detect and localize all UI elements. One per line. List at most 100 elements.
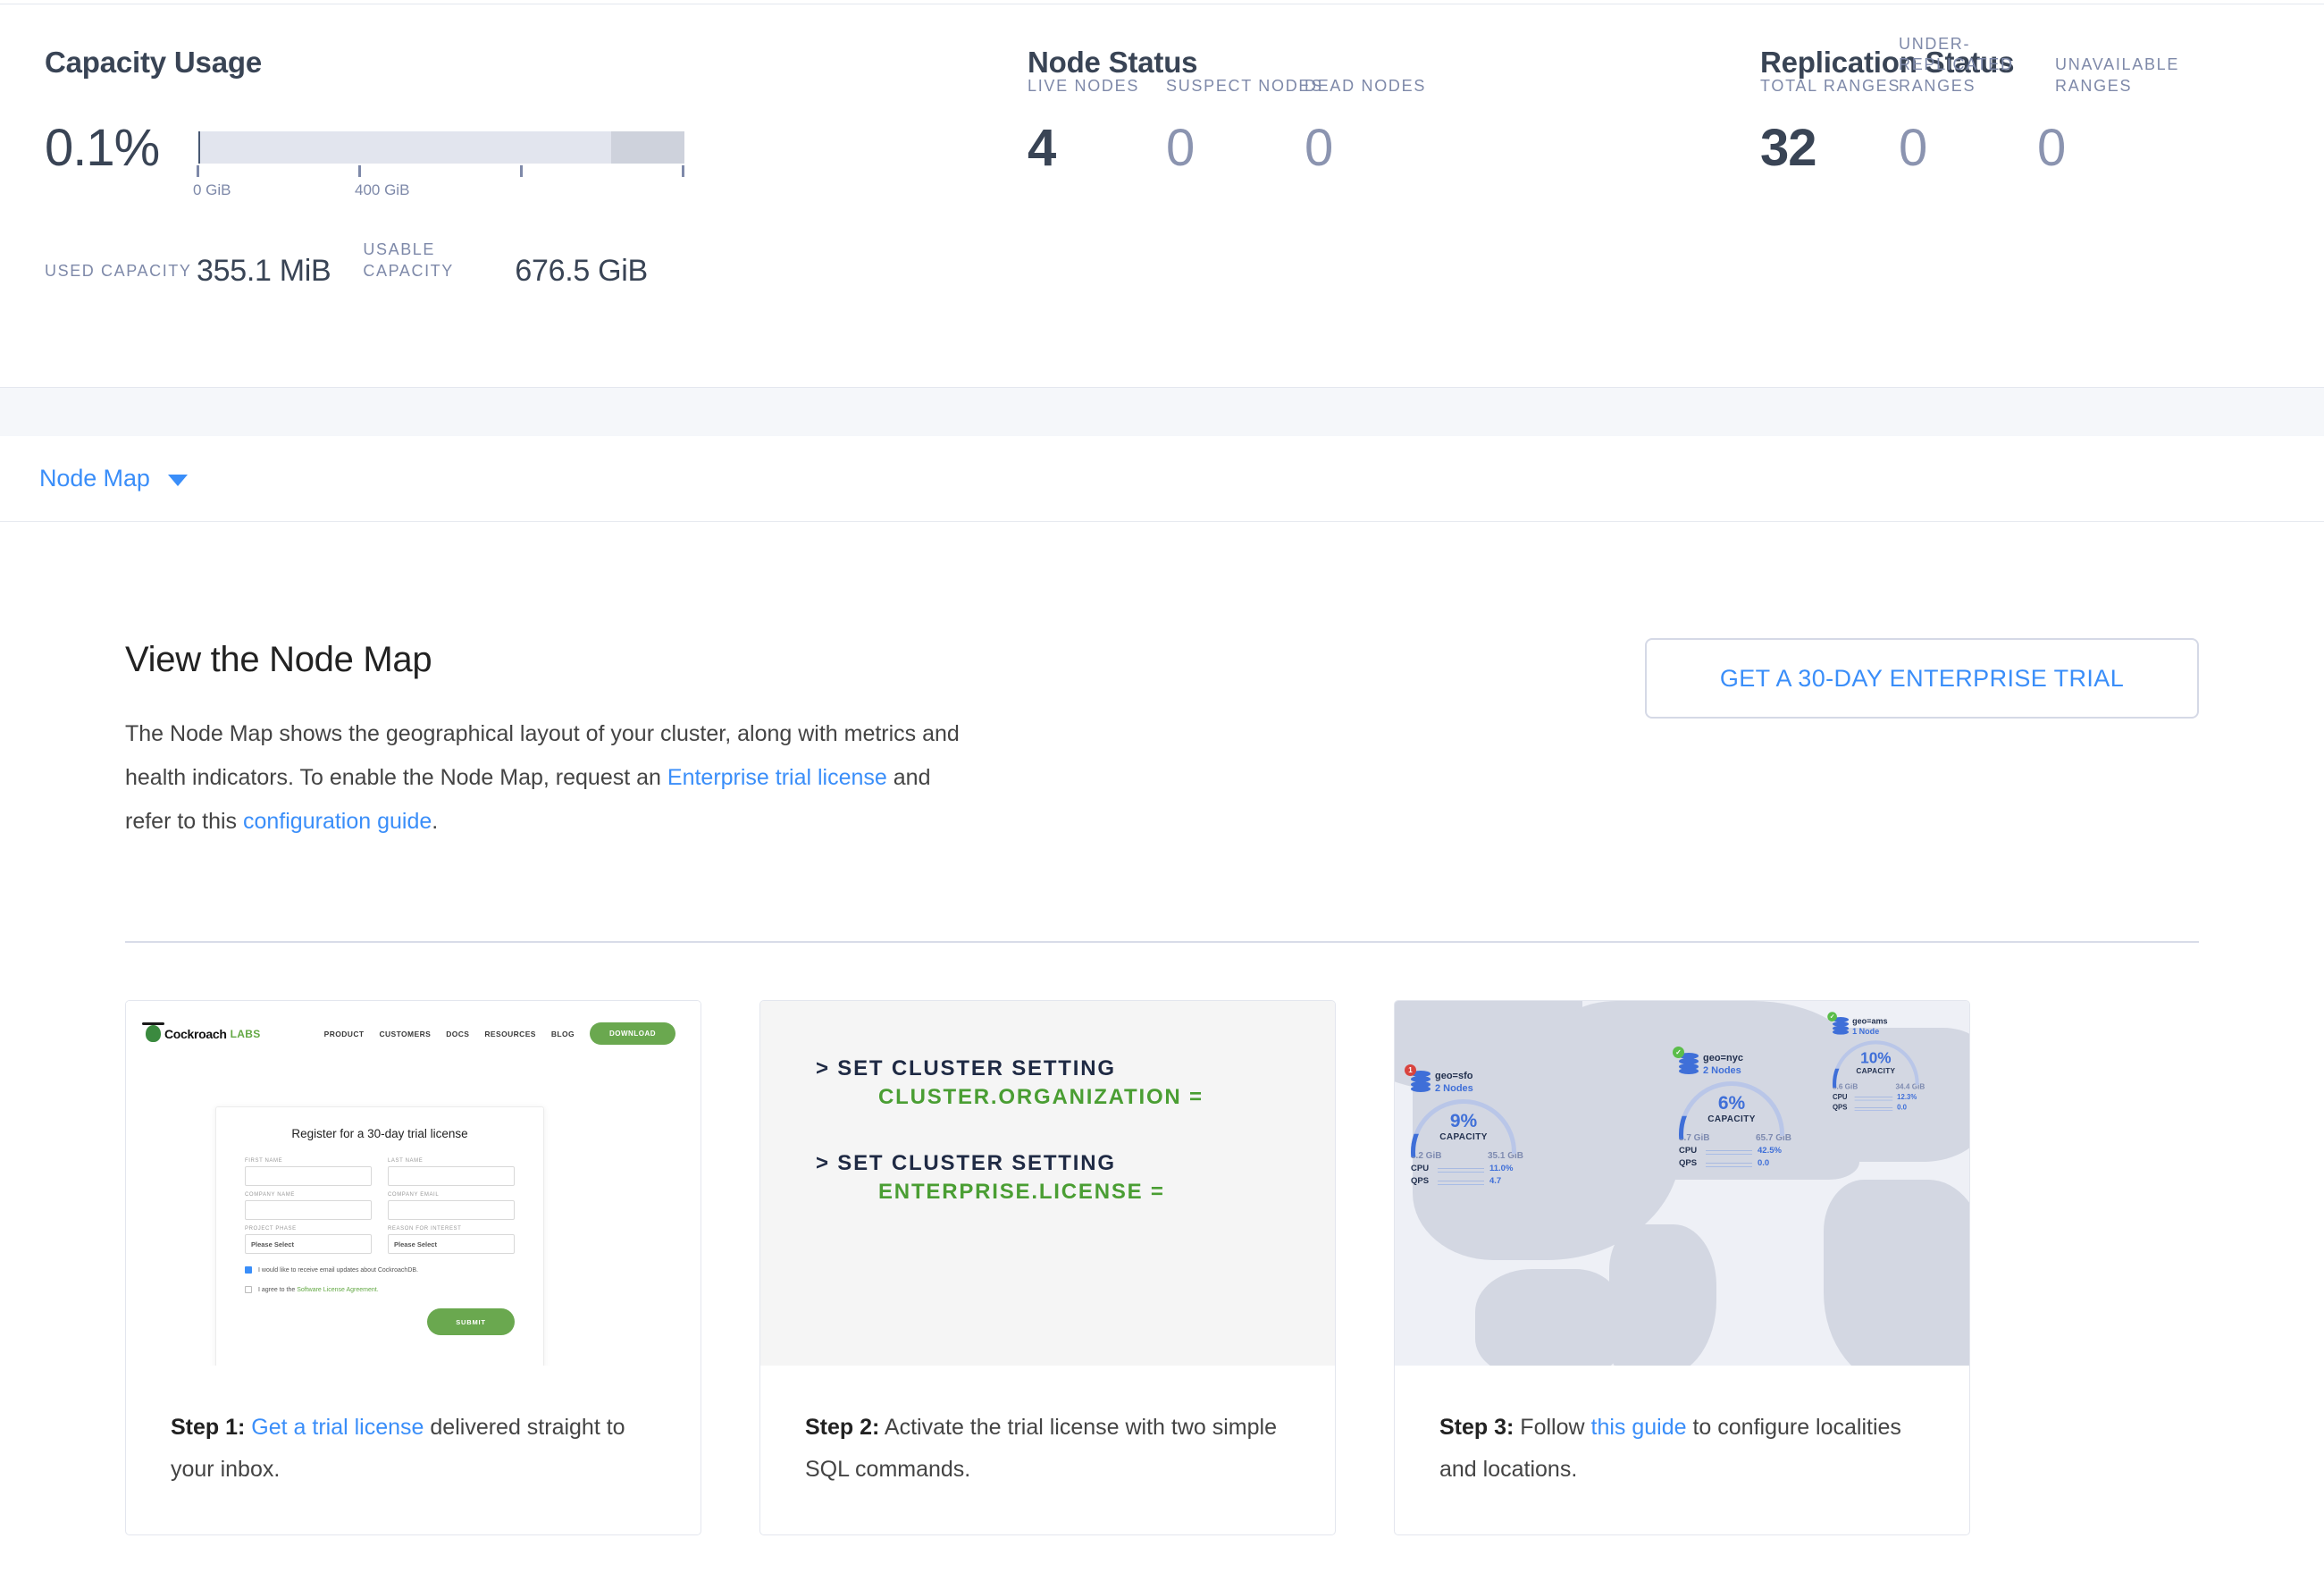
capacity-gauge: 10% CAPACITY <box>1833 1040 1919 1089</box>
sparkline-icon <box>1438 1164 1484 1173</box>
map-node-locality: ✓ geo=ams 1 Node 10% <box>1827 1012 1925 1112</box>
map-node-locality: ✓ geo=nyc 2 Nodes 6% <box>1673 1047 1791 1168</box>
node-header: 1 geo=sfo 2 Nodes <box>1405 1064 1523 1096</box>
gauge-fill <box>1411 1133 1425 1157</box>
field-label: LAST NAME <box>388 1158 424 1164</box>
capacity-values-row: 3.6 GiB 34.4 GiB <box>1833 1083 1925 1091</box>
view-selector-bar: Node Map <box>0 436 2324 522</box>
get-enterprise-trial-button[interactable]: GET A 30-DAY ENTERPRISE TRIAL <box>1645 638 2199 719</box>
axis-tick <box>520 165 523 177</box>
node-status-section: Node Status 4 0 0 LIVE NODES SUSPECT NOD… <box>1010 4 1742 387</box>
node-header: ✓ geo=ams 1 Node <box>1827 1012 1925 1038</box>
database-stack-icon: ✓ <box>1673 1047 1699 1075</box>
capacity-bar-axis: 0 GiB 400 GiB <box>193 165 684 206</box>
field-label: COMPANY EMAIL <box>388 1192 440 1198</box>
node-map-description: The Node Map shows the geographical layo… <box>125 712 974 843</box>
unavailable-ranges-stat: 0 <box>2037 122 2176 174</box>
cpu-metric-row: CPU 42.5% <box>1679 1146 1791 1156</box>
suspect-nodes-stat: 0 <box>1166 122 1305 174</box>
trial-registration-screenshot: Cockroach LABS PRODUCT CUSTOMERS DOCS RE… <box>126 1001 701 1366</box>
qps-label: QPS <box>1833 1103 1848 1112</box>
configuration-guide-link[interactable]: configuration guide <box>243 808 432 834</box>
nav-link-docs: DOCS <box>446 1029 470 1038</box>
replication-status-stats: 32 0 0 <box>1760 122 2324 174</box>
form-field: COMPANY EMAIL <box>388 1192 515 1221</box>
nav-link-product: PRODUCT <box>323 1029 365 1038</box>
database-stack-icon: ✓ <box>1827 1012 1850 1035</box>
step-text: Activate the trial license with two simp… <box>805 1415 1277 1482</box>
get-a-trial-license-link[interactable]: Get a trial license <box>245 1415 424 1441</box>
replication-status-title: Replication Status <box>1760 46 2015 79</box>
form-field: PROJECT PHASE Please Select <box>245 1226 372 1255</box>
form-field: REASON FOR INTEREST Please Select <box>388 1226 515 1255</box>
dead-nodes-value: 0 <box>1305 119 1333 177</box>
node-status-title: Node Status <box>1028 46 1198 79</box>
live-nodes-stat: 4 <box>1028 122 1166 174</box>
this-guide-link[interactable]: this guide <box>1584 1415 1687 1441</box>
node-map-dropdown[interactable]: Node Map <box>39 465 188 492</box>
node-locality-label: geo=ams <box>1852 1017 1888 1027</box>
used-capacity-value: 355.1 MiB <box>197 253 331 288</box>
qps-label: QPS <box>1411 1175 1430 1186</box>
used-capacity-label: USED CAPACITY <box>45 262 192 281</box>
gauge-fill <box>1679 1115 1693 1139</box>
live-nodes-value: 4 <box>1028 119 1056 177</box>
submit-button: SUBMIT <box>427 1308 515 1336</box>
step-number: Step 3: <box>1439 1415 1514 1441</box>
sparkline-icon <box>1706 1146 1752 1155</box>
capacity-caption: CAPACITY <box>1707 1114 1756 1124</box>
capacity-caption: CAPACITY <box>1856 1067 1896 1076</box>
chevron-down-icon <box>167 475 188 486</box>
sparkline-icon <box>1438 1176 1484 1185</box>
cpu-value: 11.0% <box>1489 1163 1514 1173</box>
qps-metric-row: QPS 0.0 <box>1679 1158 1791 1168</box>
capacity-caption: CAPACITY <box>1439 1131 1488 1142</box>
unavailable-ranges-label: UNAVAILABLE RANGES <box>2055 55 2180 95</box>
total-ranges-label: TOTAL RANGES <box>1760 76 1901 95</box>
cpu-label: CPU <box>1411 1163 1430 1173</box>
step-number: Step 1: <box>171 1415 246 1441</box>
checkbox-checked-icon <box>245 1266 252 1274</box>
capacity-usage-row: 0.1% 0 GiB 400 GiB <box>45 122 1010 206</box>
capacity-percent: 10% <box>1860 1049 1892 1067</box>
capacity-usage-title: Capacity Usage <box>45 46 262 79</box>
checkbox-unchecked-icon <box>245 1286 252 1294</box>
dead-nodes-stat: 0 <box>1305 122 1443 174</box>
under-replicated-ranges-label: UNDER- REPLICATED RANGES <box>1899 34 2014 95</box>
field-label: COMPANY NAME <box>245 1192 295 1198</box>
enterprise-trial-license-link[interactable]: Enterprise trial license <box>667 764 887 790</box>
node-count-label: 2 Nodes <box>1703 1065 1741 1076</box>
cpu-metric-row: CPU 11.0% <box>1411 1164 1523 1173</box>
healthy-badge-icon: ✓ <box>1827 1012 1837 1022</box>
usable-capacity-stat: USABLE CAPACITY 676.5 GiB <box>363 239 648 286</box>
capacity-gauge: 9% CAPACITY <box>1411 1098 1516 1157</box>
step-caption: Step 1: Get a trial license delivered st… <box>126 1366 701 1534</box>
capacity-stats: USED CAPACITY 355.1 MiB USABLE CAPACITY … <box>45 239 1010 286</box>
qps-value: 4.7 <box>1489 1175 1502 1186</box>
cockroach-labs-navbar: Cockroach LABS PRODUCT CUSTOMERS DOCS RE… <box>126 1001 701 1046</box>
node-count-label: 2 Nodes <box>1435 1083 1473 1094</box>
qps-value: 0.0 <box>1758 1157 1770 1168</box>
capacity-total: 65.7 GiB <box>1755 1132 1791 1143</box>
capacity-total: 35.1 GiB <box>1487 1150 1523 1161</box>
agreement-text: I agree to the <box>258 1286 298 1293</box>
qps-value: 0.0 <box>1897 1103 1907 1112</box>
usable-capacity-label: USABLE CAPACITY <box>363 240 454 281</box>
qps-metric-row: QPS 0.0 <box>1833 1104 1925 1112</box>
form-title: Register for a 30-day trial license <box>291 1127 468 1141</box>
sql-setting-name: CLUSTER.ORGANIZATION = <box>878 1085 1204 1110</box>
sql-command-line: > SET CLUSTER SETTING <box>816 1056 1116 1081</box>
company-name-input <box>245 1200 372 1221</box>
axis-tick <box>358 165 361 177</box>
node-locality-label: geo=sfo <box>1435 1071 1473 1082</box>
map-node-locality: 1 geo=sfo 2 Nodes 9% <box>1405 1064 1523 1186</box>
axis-tick-label: 0 GiB <box>193 181 231 198</box>
capacity-total: 34.4 GiB <box>1895 1082 1925 1091</box>
total-ranges-stat: 32 <box>1760 122 1899 174</box>
capacity-bar-used <box>198 131 201 164</box>
live-nodes-label: LIVE NODES <box>1028 76 1140 95</box>
capacity-values-row: 3.7 GiB 65.7 GiB <box>1679 1133 1791 1143</box>
dead-nodes-label: DEAD NODES <box>1305 76 1427 95</box>
capacity-percent: 6% <box>1717 1092 1746 1114</box>
alert-badge-icon: 1 <box>1405 1064 1416 1077</box>
